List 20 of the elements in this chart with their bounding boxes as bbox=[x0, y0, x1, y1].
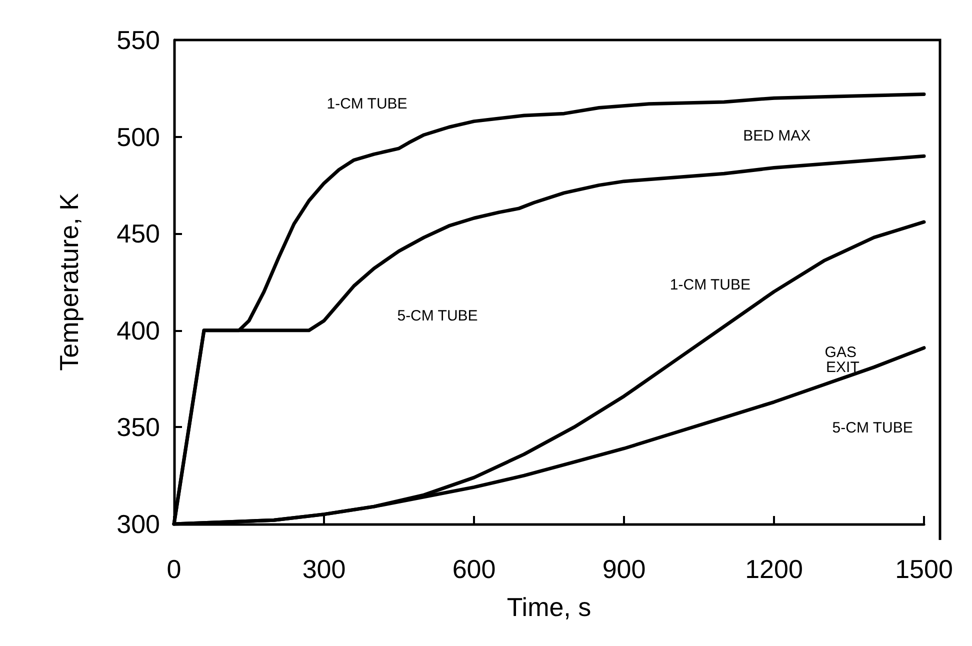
x-axis-title: Time, s bbox=[506, 592, 592, 622]
x-tick-label: 300 bbox=[302, 554, 346, 584]
annotation: 5-CM TUBE bbox=[397, 308, 478, 324]
y-tick-label: 350 bbox=[116, 412, 160, 442]
x-tick-label: 600 bbox=[452, 554, 496, 584]
y-tick-label: 400 bbox=[116, 315, 160, 346]
x-tick-label: 900 bbox=[602, 554, 646, 584]
annotation: BED MAX bbox=[743, 128, 811, 144]
y-axis-title: Temperature, K bbox=[54, 192, 84, 371]
x-tick-label: 1500 bbox=[895, 554, 953, 584]
y-tick-label: 550 bbox=[116, 25, 160, 55]
y-tick-label: 500 bbox=[116, 122, 160, 152]
annotation: 5-CM TUBE bbox=[832, 420, 913, 436]
y-tick-label: 450 bbox=[116, 218, 160, 249]
annotation: 1-CM TUBE bbox=[670, 276, 750, 294]
y-tick-label: 300 bbox=[116, 509, 160, 539]
annotation: GAS EXIT bbox=[824, 344, 861, 376]
x-tick-label: 0 bbox=[166, 554, 182, 584]
annotation: 1-CM TUBE bbox=[326, 96, 408, 112]
x-tick-label: 1200 bbox=[745, 554, 803, 584]
